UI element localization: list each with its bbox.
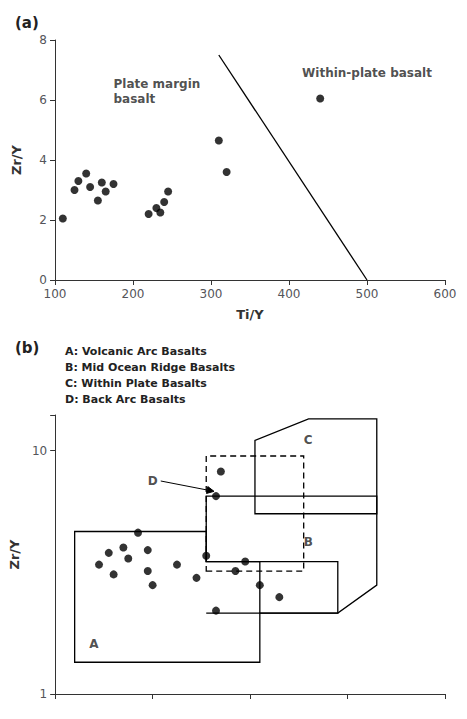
svg-text:100: 100 [44, 287, 67, 301]
svg-text:D: Back Arc Basalts: D: Back Arc Basalts [65, 393, 186, 406]
svg-text:B: Mid Ocean Ridge Basalts: B: Mid Ocean Ridge Basalts [65, 361, 236, 374]
svg-text:200: 200 [122, 287, 145, 301]
svg-text:basalt: basalt [114, 92, 156, 106]
svg-text:600: 600 [434, 287, 457, 301]
svg-text:(b): (b) [15, 339, 39, 357]
svg-text:Ti/Y: Ti/Y [236, 307, 264, 322]
svg-text:A: Volcanic Arc Basalts: A: Volcanic Arc Basalts [65, 345, 207, 358]
svg-text:10: 10 [32, 444, 47, 458]
svg-text:Within-plate basalt: Within-plate basalt [302, 66, 432, 80]
svg-text:400: 400 [278, 287, 301, 301]
svg-text:0: 0 [39, 273, 47, 287]
svg-text:300: 300 [200, 287, 223, 301]
svg-text:Plate margin: Plate margin [114, 77, 201, 91]
svg-text:4: 4 [39, 153, 47, 167]
svg-text:A: A [89, 637, 99, 651]
svg-text:C: Within Plate Basalts: C: Within Plate Basalts [65, 377, 207, 390]
svg-text:C: C [304, 433, 313, 447]
svg-text:6: 6 [39, 93, 47, 107]
svg-text:500: 500 [356, 287, 379, 301]
svg-text:1: 1 [40, 687, 48, 701]
svg-text:B: B [304, 535, 313, 549]
svg-text:Zr/Y: Zr/Y [9, 144, 24, 175]
svg-text:Zr/Y: Zr/Y [7, 539, 22, 570]
svg-text:2: 2 [39, 213, 47, 227]
svg-text:8: 8 [39, 33, 47, 47]
svg-text:D: D [148, 474, 158, 488]
svg-text:(a): (a) [15, 14, 39, 32]
